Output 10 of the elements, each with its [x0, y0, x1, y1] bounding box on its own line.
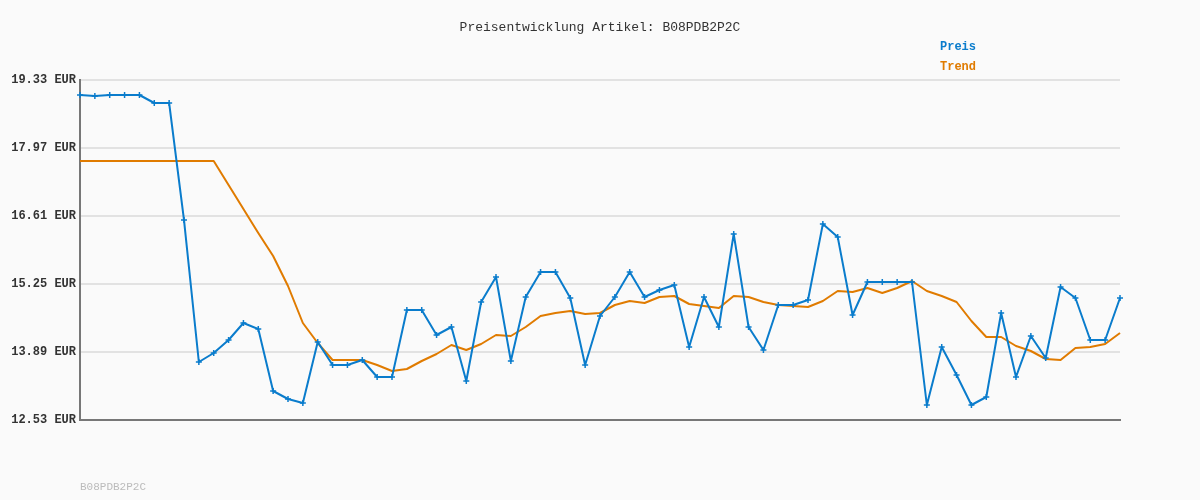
text: B08PDB2P2C — [80, 480, 147, 493]
y-tick-label: 17.97 EUR — [11, 141, 77, 156]
text: Trend — [940, 60, 977, 75]
y-tick-label: 19.33 EUR — [11, 73, 77, 88]
chart-title: Preisentwicklung Artikel: B08PDB2P2C — [459, 20, 741, 36]
y-tick-label: 15.25 EUR — [11, 277, 77, 292]
y-tick-label: 13.89 EUR — [11, 345, 77, 360]
y-tick-label: 12.53 EUR — [11, 413, 77, 428]
y-tick-label: 16.61 EUR — [11, 209, 77, 224]
text: Preis — [940, 40, 977, 55]
